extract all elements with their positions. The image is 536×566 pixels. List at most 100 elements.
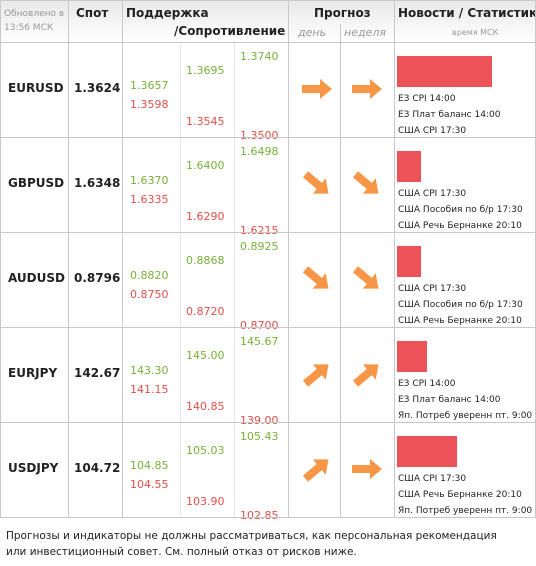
news-header: Новости / Статистика (398, 6, 536, 20)
spot: 1.3624 (74, 81, 121, 95)
news-item: ЕЗ CPI 14:00 (398, 94, 456, 104)
news-time-header: время МСК (452, 28, 499, 37)
level-line (234, 42, 235, 517)
pair: GBPUSD (8, 176, 65, 190)
border-line (0, 0, 536, 1)
resistance-level: 0.8820 (130, 269, 169, 282)
pair: AUDUSD (8, 271, 65, 285)
news-bar (397, 436, 457, 467)
arrow-icon (302, 364, 329, 387)
forecast-arrow (346, 258, 389, 300)
support-level: 1.3598 (130, 98, 169, 111)
support-level: 1.6215 (240, 224, 279, 237)
support-level: 1.3500 (240, 129, 279, 142)
arrow-icon (302, 266, 329, 289)
forecast-arrow (296, 448, 339, 490)
news-item: США CPI 17:30 (398, 126, 467, 136)
pair: EURUSD (8, 81, 64, 95)
pair: USDJPY (8, 461, 59, 475)
news-item: ЕЗ CPI 14:00 (398, 379, 456, 389)
resistance-level: 105.43 (240, 430, 279, 443)
row-line (0, 517, 536, 518)
news-bar (397, 246, 421, 277)
spot: 0.8796 (74, 271, 121, 285)
row-line (0, 327, 536, 328)
row-line (0, 42, 536, 43)
column-line (122, 0, 123, 517)
forecast-arrow (296, 353, 339, 395)
support-level: 102.85 (240, 509, 279, 522)
news-item: США CPI 17:30 (398, 284, 467, 294)
week-header: неделя (344, 26, 386, 39)
header-bg (0, 0, 536, 42)
support-level: 0.8750 (130, 288, 169, 301)
resistance-level: 1.3695 (186, 64, 225, 77)
news-item: ЕЗ Плат баланс 14:00 (398, 395, 501, 405)
arrow-icon (302, 171, 329, 194)
news-item: ЕЗ Плат баланс 14:00 (398, 110, 501, 120)
forecast-arrow (350, 456, 384, 482)
resistance-level: 1.3740 (240, 50, 279, 63)
arrow-icon (352, 79, 382, 99)
news-item: США Речь Бернанке 20:10 (398, 221, 522, 231)
news-item: США Речь Бернанке 20:10 (398, 316, 522, 326)
forecast-header: Прогноз (314, 6, 371, 20)
forecast-arrow (296, 163, 339, 205)
resistance-level: 1.3657 (130, 79, 169, 92)
resistance-level: 1.6370 (130, 174, 169, 187)
news-item: США Пособия по б/р 17:30 (398, 300, 523, 310)
support-header: Поддержка (126, 6, 209, 20)
row-line (0, 422, 536, 423)
forecast-arrow (346, 353, 389, 395)
support-level: 1.6290 (186, 210, 225, 223)
column-line (394, 0, 395, 517)
news-item: США CPI 17:30 (398, 189, 467, 199)
resistance-header: /Сопротивление (174, 24, 286, 38)
resistance-level: 0.8925 (240, 240, 279, 253)
resistance-level: 1.6400 (186, 159, 225, 172)
arrow-icon (352, 171, 379, 194)
arrow-icon (352, 364, 379, 387)
support-level: 139.00 (240, 414, 279, 427)
resistance-level: 145.00 (186, 349, 225, 362)
disclaimer: Прогнозы и индикаторы не должны рассматр… (6, 530, 497, 558)
support-level: 0.8700 (240, 319, 279, 332)
arrow-icon (352, 459, 382, 479)
news-bar (397, 56, 492, 87)
column-line (68, 0, 69, 517)
resistance-level: 105.03 (186, 444, 225, 457)
support-level: 1.6335 (130, 193, 169, 206)
news-item: Яп. Потреб уверенн пт. 9:00 (398, 411, 533, 421)
row-line (0, 232, 536, 233)
spot: 1.6348 (74, 176, 121, 190)
news-bar (397, 341, 427, 372)
row-line (0, 137, 536, 138)
arrow-icon (352, 266, 379, 289)
spot-header: Спот (76, 6, 109, 20)
level-line (180, 42, 181, 517)
news-bar (397, 151, 421, 182)
resistance-level: 143.30 (130, 364, 169, 377)
day-header: день (298, 26, 327, 39)
resistance-level: 0.8868 (186, 254, 225, 267)
support-level: 1.3545 (186, 115, 225, 128)
news-item: США CPI 17:30 (398, 474, 467, 484)
resistance-level: 145.67 (240, 335, 279, 348)
forecast-arrow (350, 76, 384, 102)
forecast-arrow (300, 76, 334, 102)
column-line (340, 24, 341, 517)
news-item: США Пособия по б/р 17:30 (398, 205, 523, 215)
border-line (0, 0, 1, 517)
support-level: 141.15 (130, 383, 169, 396)
pair: EURJPY (8, 366, 58, 380)
forecast-arrow (296, 258, 339, 300)
spot: 104.72 (74, 461, 121, 475)
spot: 142.67 (74, 366, 121, 380)
resistance-level: 104.85 (130, 459, 169, 472)
arrow-icon (302, 459, 329, 482)
support-level: 0.8720 (186, 305, 225, 318)
updated: Обновлено в 13:56 МСК (4, 9, 65, 33)
support-level: 104.55 (130, 478, 169, 491)
column-line (288, 0, 289, 517)
